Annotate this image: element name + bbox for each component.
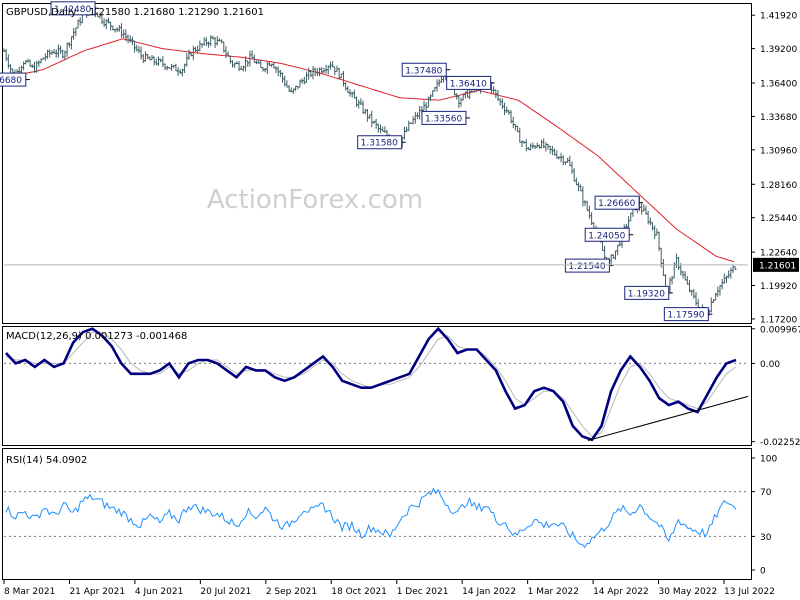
level-annotation: 1.33560	[421, 110, 470, 125]
svg-text:1.24050: 1.24050	[588, 231, 625, 241]
svg-text:1.31580: 1.31580	[361, 139, 398, 149]
macd-trendline	[587, 395, 749, 442]
svg-text:1.17590: 1.17590	[667, 311, 704, 321]
macd-tick-label: 0.009967	[760, 325, 800, 335]
price-panel-frame	[2, 3, 752, 324]
level-annotation: 1.42480	[50, 1, 100, 16]
macd-title: MACD(12,26,9) 0.001273 -0.001468	[6, 331, 187, 342]
level-annotation: 1.37480	[401, 62, 451, 77]
time-tick-label: 14 Apr 2022	[593, 587, 649, 597]
price-watermark: ActionForex.com	[207, 185, 423, 215]
time-tick-label: 8 Mar 2021	[4, 587, 55, 597]
svg-text:1.36680: 1.36680	[0, 76, 22, 86]
level-annotation: 1.19320	[624, 285, 673, 300]
rsi-tick-label: 100	[760, 455, 777, 465]
price-bar	[733, 266, 737, 270]
price-tick-label: 1.19920	[760, 282, 797, 292]
time-tick-label: 21 Apr 2021	[69, 587, 125, 597]
time-tick-label: 4 Jun 2021	[135, 587, 183, 597]
time-tick-label: 20 Jul 2021	[200, 587, 251, 597]
svg-text:1.37480: 1.37480	[405, 66, 442, 76]
level-annotation: 1.17590	[663, 307, 713, 322]
svg-text:1.42480: 1.42480	[54, 5, 91, 15]
svg-text:1.33560: 1.33560	[425, 114, 462, 124]
rsi-tick-label: 30	[760, 533, 772, 543]
time-axis: 8 Mar 2021 21 Apr 2021 4 Jun 2021 20 Jul 20…	[3, 580, 775, 597]
time-tick-label: 30 May 2022	[659, 587, 718, 597]
price-tick-label: 1.17200	[760, 315, 797, 325]
time-tick-label: 18 Oct 2021	[331, 587, 387, 597]
price-tick-label: 1.28160	[760, 181, 797, 191]
rsi-title: RSI(14) 54.0902	[6, 455, 87, 466]
level-annotation: 1.24050	[584, 227, 634, 242]
svg-text:1.36410: 1.36410	[450, 79, 487, 89]
rsi-tick-label: 70	[760, 488, 772, 498]
time-tick-label: 1 Mar 2022	[528, 587, 579, 597]
time-tick-label: 13 Jul 2022	[724, 587, 775, 597]
macd-panel-frame	[2, 326, 752, 446]
time-tick-label: 1 Dec 2021	[397, 587, 449, 597]
time-tick-label: 2 Sep 2021	[266, 587, 317, 597]
level-annotation: 1.36680	[0, 72, 30, 87]
svg-text:1.21540: 1.21540	[568, 262, 605, 272]
macd-tick-label: -0.022521	[760, 438, 800, 448]
rsi-panel-frame	[2, 448, 752, 580]
level-annotation: 1.26660	[594, 195, 644, 210]
price-panel: ActionForex.com 1.42480 1.36680 1.37480 1.3…	[0, 1, 799, 325]
svg-text:1.26660: 1.26660	[598, 199, 635, 209]
price-tick-label: 1.33680	[760, 113, 797, 123]
symbol-label: GBPUSD,Daily	[6, 7, 77, 18]
time-tick-label: 14 Jan 2022	[462, 587, 516, 597]
price-tick-label: 1.25440	[760, 214, 797, 224]
ohlc-label: 1.21580 1.21680 1.21290 1.21601	[89, 7, 264, 18]
level-annotation: 1.31580	[357, 135, 406, 150]
macd-tick-label: 0.00	[760, 360, 780, 370]
level-annotation: 1.21540	[564, 258, 614, 273]
current-price-label: 1.21601	[759, 261, 796, 271]
current-price-badge	[753, 257, 799, 272]
svg-text:1.19320: 1.19320	[628, 289, 665, 299]
level-annotation: 1.36410	[446, 75, 495, 90]
macd-line	[5, 326, 737, 442]
rsi-panel: RSI(14) 54.0902 100 70 30 0	[2, 448, 777, 580]
price-tick-label: 1.41920	[760, 12, 797, 22]
rsi-line	[5, 487, 737, 549]
price-tick-label: 1.22640	[760, 249, 797, 259]
macd-panel: MACD(12,26,9) 0.001273 -0.001468 0.00996…	[2, 325, 800, 448]
price-tick-label: 1.30960	[760, 146, 797, 156]
price-tick-label: 1.39200	[760, 45, 797, 55]
price-tick-label: 1.36400	[760, 80, 797, 90]
rsi-tick-label: 0	[760, 567, 766, 577]
